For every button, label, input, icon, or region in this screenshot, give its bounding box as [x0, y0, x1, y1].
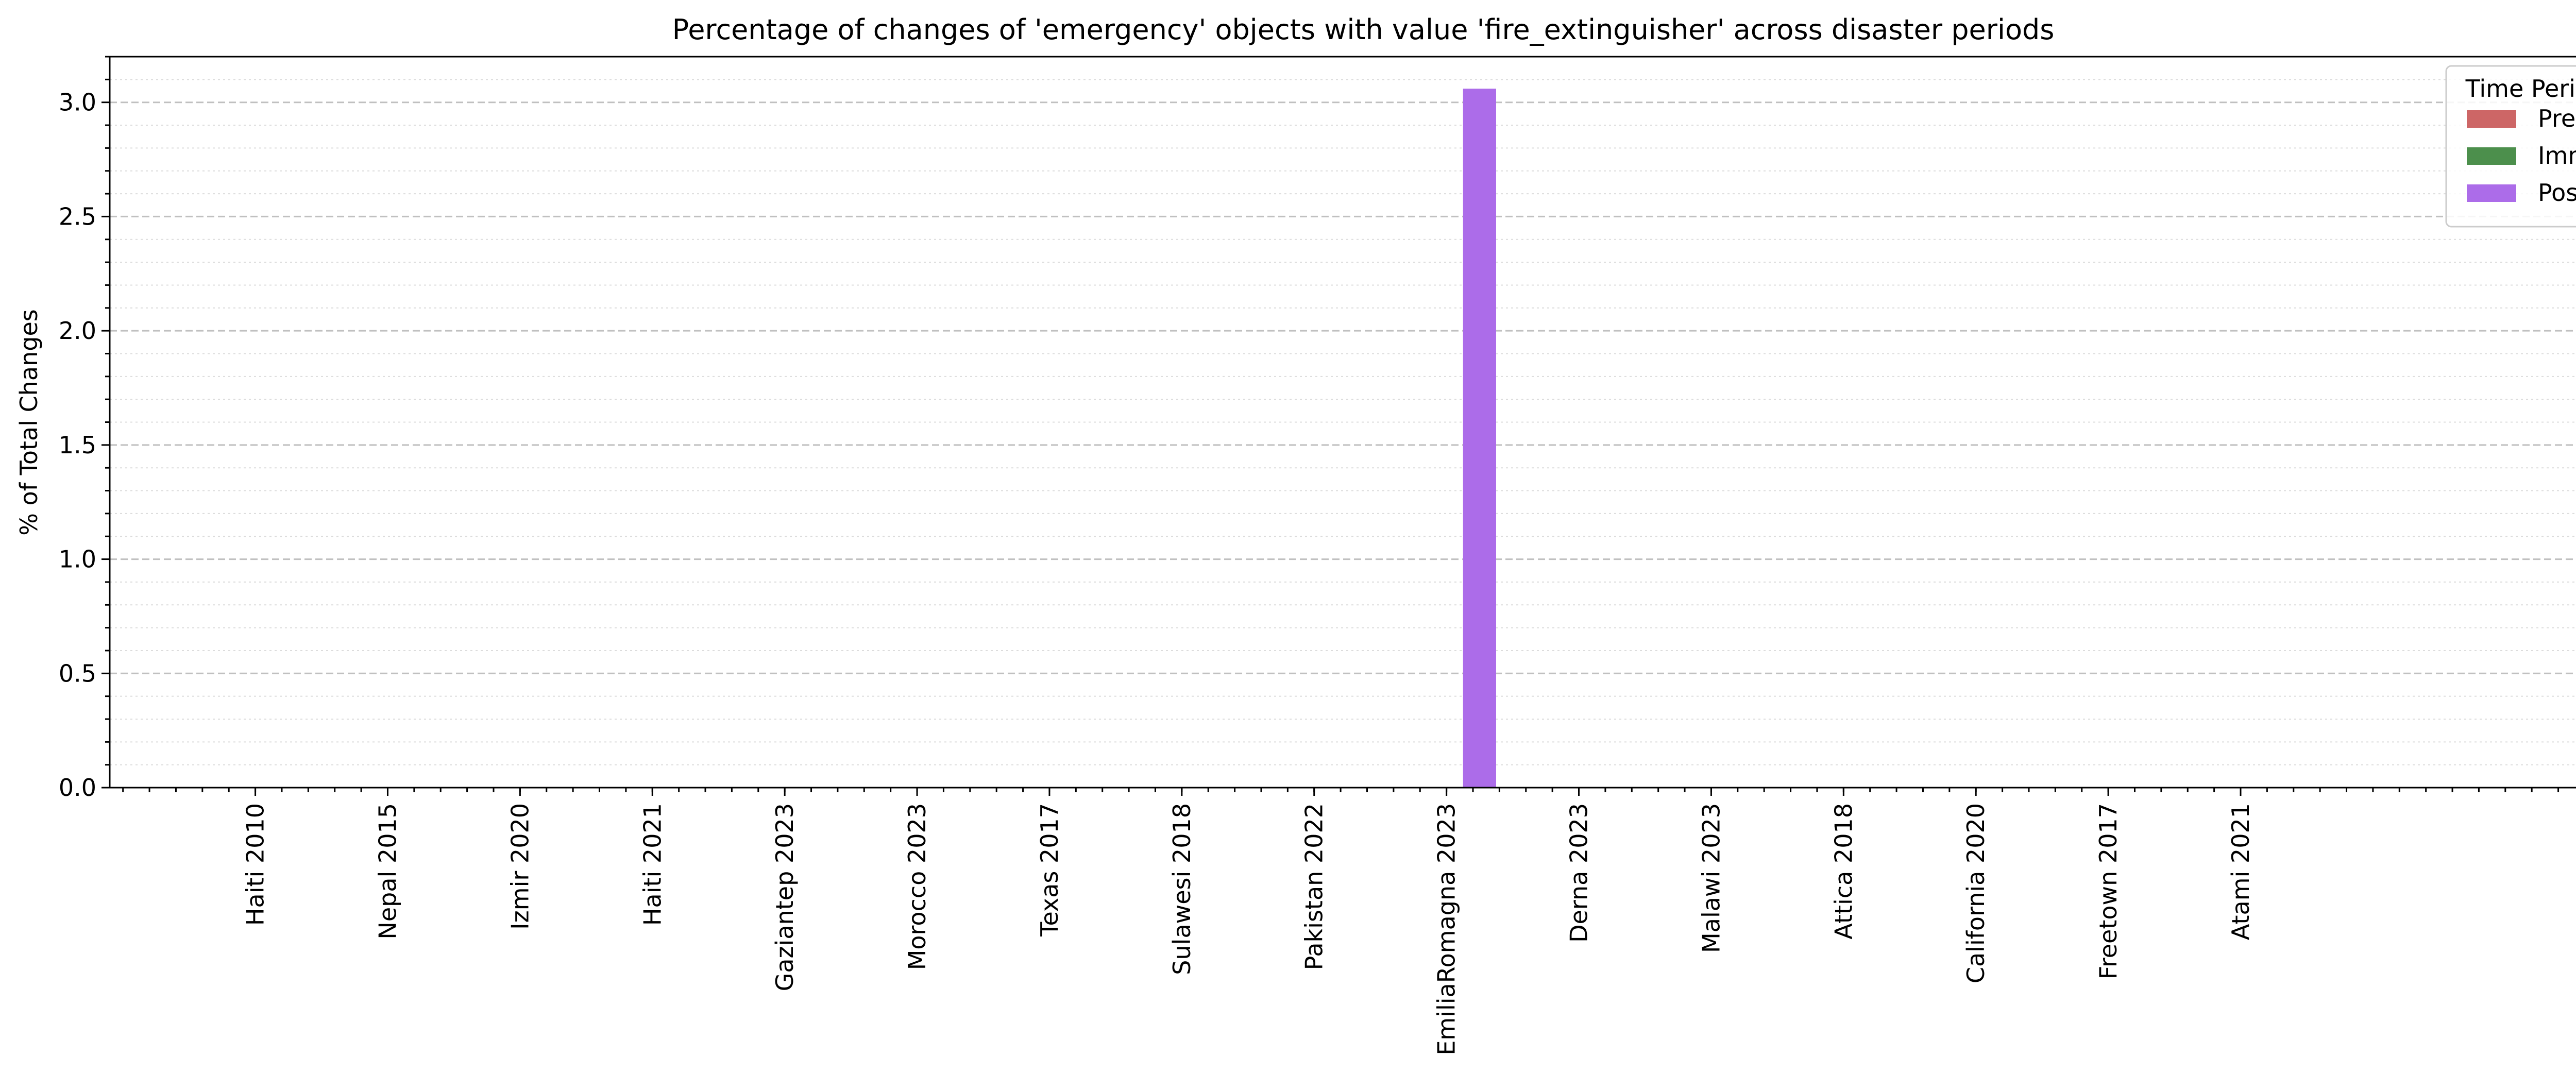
y-tick-label: 3.0: [59, 89, 96, 116]
y-tick-label: 2.5: [59, 202, 96, 230]
x-tick-label: Attica 2018: [1829, 803, 1857, 940]
legend-label-pre: Pre: [2538, 105, 2575, 132]
y-tick-label: 1.0: [59, 546, 96, 573]
x-axis-ticks: Haiti 2010 Nepal 2015 Izmir 2020 Haiti 2021…: [122, 788, 2560, 1055]
x-tick-label: Pakistan 2022: [1300, 803, 1328, 970]
chart-title: Percentage of changes of 'emergency' obj…: [672, 13, 2055, 46]
legend-swatch-imm: [2467, 147, 2516, 165]
y-axis-ticks: 0.0 0.5 1.0 1.5 2.0 2.5 3.0: [59, 56, 110, 802]
legend-label-imm: Imm: [2538, 142, 2576, 169]
y-axis-label: % of Total Changes: [15, 309, 43, 535]
x-tick-label: Izmir 2020: [506, 803, 534, 930]
bar-post: [1463, 89, 1496, 788]
x-tick-label: Atami 2021: [2227, 803, 2255, 940]
legend-items: Pre Imm Post: [2467, 105, 2576, 207]
legend: Time Period Pre Imm Post: [2445, 65, 2576, 228]
x-tick-label: Malawi 2023: [1697, 803, 1725, 953]
x-tick-label: Haiti 2010: [242, 803, 269, 926]
y-tick-label: 0.5: [59, 659, 96, 687]
x-tick-label: Freetown 2017: [2094, 803, 2122, 979]
legend-swatch-pre: [2467, 110, 2516, 128]
bars: [1463, 89, 1496, 788]
grid-lines: [110, 56, 2576, 765]
x-tick-label: Gaziantep 2023: [771, 803, 799, 991]
x-tick-label: Sulawesi 2018: [1168, 803, 1196, 975]
legend-label-post: Post: [2538, 179, 2576, 207]
y-tick-label: 1.5: [59, 431, 96, 459]
x-tick-label: EmiliaRomagna 2023: [1433, 803, 1461, 1055]
y-tick-label: 0.0: [59, 774, 96, 802]
x-tick-label: Haiti 2021: [638, 803, 666, 926]
x-tick-label: Nepal 2015: [374, 803, 401, 940]
legend-title: Time Period: [2465, 75, 2576, 103]
x-tick-label: Texas 2017: [1036, 803, 1063, 937]
x-tick-label: Derna 2023: [1565, 803, 1593, 943]
x-tick-label: California 2020: [1962, 803, 1990, 983]
y-tick-label: 2.0: [59, 317, 96, 345]
legend-swatch-post: [2467, 184, 2516, 202]
x-tick-label: Morocco 2023: [903, 803, 931, 970]
